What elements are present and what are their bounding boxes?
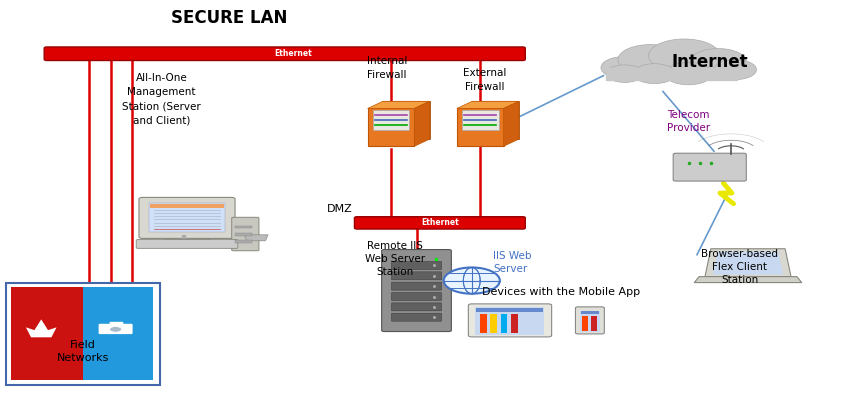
Polygon shape [415,101,430,146]
Text: Ethernet: Ethernet [275,49,312,58]
Circle shape [606,65,643,82]
FancyBboxPatch shape [391,282,442,290]
Polygon shape [473,101,518,139]
FancyBboxPatch shape [673,153,746,181]
Polygon shape [705,249,791,277]
FancyBboxPatch shape [490,314,497,333]
FancyBboxPatch shape [11,287,88,380]
FancyBboxPatch shape [235,226,252,228]
FancyBboxPatch shape [591,316,597,331]
Polygon shape [457,108,503,146]
Circle shape [690,49,746,75]
Text: DMZ: DMZ [327,204,353,214]
FancyBboxPatch shape [164,239,210,246]
Text: Telecom
Provider: Telecom Provider [667,110,710,133]
FancyBboxPatch shape [150,204,224,209]
FancyBboxPatch shape [476,308,543,312]
FancyBboxPatch shape [475,307,544,334]
FancyBboxPatch shape [99,324,133,334]
FancyBboxPatch shape [501,314,507,333]
FancyBboxPatch shape [6,283,160,385]
Text: Devices with the Mobile App: Devices with the Mobile App [482,287,640,297]
FancyBboxPatch shape [382,250,451,332]
FancyBboxPatch shape [511,314,518,333]
Polygon shape [382,101,430,139]
FancyBboxPatch shape [354,217,525,229]
FancyBboxPatch shape [462,110,499,130]
FancyBboxPatch shape [468,304,552,337]
Text: Field
Networks: Field Networks [57,340,109,363]
FancyBboxPatch shape [480,314,487,333]
FancyBboxPatch shape [235,240,252,243]
FancyBboxPatch shape [582,316,588,331]
Circle shape [618,45,683,75]
Polygon shape [26,319,56,337]
FancyBboxPatch shape [136,240,238,248]
Text: External
Firewall: External Firewall [462,68,507,92]
Circle shape [601,57,649,79]
FancyBboxPatch shape [110,322,123,326]
Circle shape [110,326,122,332]
Circle shape [649,39,720,72]
FancyBboxPatch shape [575,307,604,334]
FancyBboxPatch shape [391,313,442,321]
Text: Remote IIS
Web Server
Station: Remote IIS Web Server Station [366,241,425,277]
Text: Browser-based
Flex Client
Station: Browser-based Flex Client Station [701,249,778,285]
Circle shape [444,267,500,294]
FancyBboxPatch shape [391,303,442,311]
FancyBboxPatch shape [391,261,442,269]
FancyBboxPatch shape [581,311,599,314]
Polygon shape [713,252,783,275]
FancyBboxPatch shape [580,310,600,332]
FancyBboxPatch shape [235,233,252,236]
FancyBboxPatch shape [44,47,525,60]
Text: Internal
Firewall: Internal Firewall [366,57,407,80]
Text: IIS Web
Server: IIS Web Server [493,251,531,274]
FancyBboxPatch shape [606,68,737,80]
Circle shape [665,62,712,85]
Polygon shape [367,101,430,108]
FancyBboxPatch shape [391,272,442,280]
Text: Internet: Internet [672,53,748,71]
Text: Ethernet: Ethernet [421,219,459,227]
Text: All-In-One
Management
Station (Server
and Client): All-In-One Management Station (Server an… [122,73,201,125]
Circle shape [714,60,756,80]
Polygon shape [244,235,268,241]
FancyBboxPatch shape [82,287,153,380]
FancyBboxPatch shape [149,203,225,232]
Polygon shape [503,101,518,146]
FancyBboxPatch shape [372,110,410,130]
Circle shape [633,64,676,84]
Polygon shape [367,108,415,146]
FancyBboxPatch shape [232,217,259,251]
FancyBboxPatch shape [391,293,442,300]
Polygon shape [694,277,802,283]
FancyBboxPatch shape [139,197,235,238]
Text: SECURE LAN: SECURE LAN [172,9,287,27]
Polygon shape [457,101,518,108]
